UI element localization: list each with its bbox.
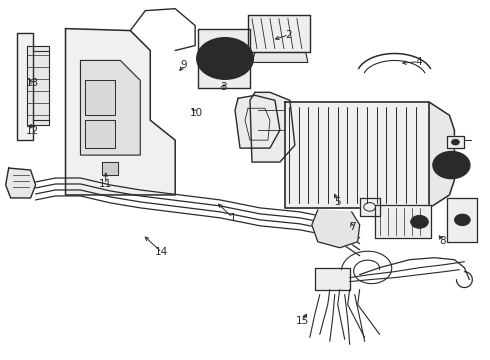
Polygon shape — [375, 205, 432, 238]
Circle shape — [411, 215, 428, 228]
Text: 14: 14 — [155, 247, 169, 257]
Circle shape — [196, 38, 253, 79]
Polygon shape — [252, 53, 308, 62]
Polygon shape — [250, 92, 295, 162]
Polygon shape — [85, 80, 115, 115]
Text: 13: 13 — [26, 78, 39, 88]
Polygon shape — [17, 32, 33, 140]
Polygon shape — [285, 102, 429, 208]
Text: 7: 7 — [349, 222, 356, 232]
Text: 8: 8 — [440, 236, 446, 246]
Polygon shape — [429, 102, 454, 208]
Circle shape — [455, 214, 470, 226]
Text: 1: 1 — [229, 213, 236, 222]
Polygon shape — [235, 95, 280, 148]
Polygon shape — [248, 15, 310, 53]
Text: 9: 9 — [181, 60, 187, 70]
Polygon shape — [102, 162, 119, 175]
Polygon shape — [6, 168, 36, 198]
Polygon shape — [447, 198, 477, 242]
Polygon shape — [26, 45, 49, 125]
Text: 6: 6 — [440, 162, 446, 172]
Text: 3: 3 — [220, 82, 226, 92]
Circle shape — [451, 139, 459, 145]
Polygon shape — [360, 198, 380, 216]
Text: 5: 5 — [335, 197, 341, 207]
Circle shape — [433, 152, 470, 179]
Polygon shape — [315, 268, 350, 289]
Circle shape — [219, 54, 231, 63]
Text: 2: 2 — [286, 30, 293, 40]
Polygon shape — [85, 120, 115, 148]
Circle shape — [446, 162, 456, 168]
Polygon shape — [447, 136, 465, 148]
Polygon shape — [66, 28, 175, 195]
Text: 11: 11 — [99, 179, 112, 189]
Text: 10: 10 — [190, 108, 203, 118]
Text: 4: 4 — [415, 57, 422, 67]
Polygon shape — [312, 210, 360, 248]
Text: 12: 12 — [26, 126, 39, 135]
Text: 15: 15 — [296, 316, 309, 325]
Polygon shape — [80, 60, 140, 155]
Polygon shape — [198, 28, 250, 88]
